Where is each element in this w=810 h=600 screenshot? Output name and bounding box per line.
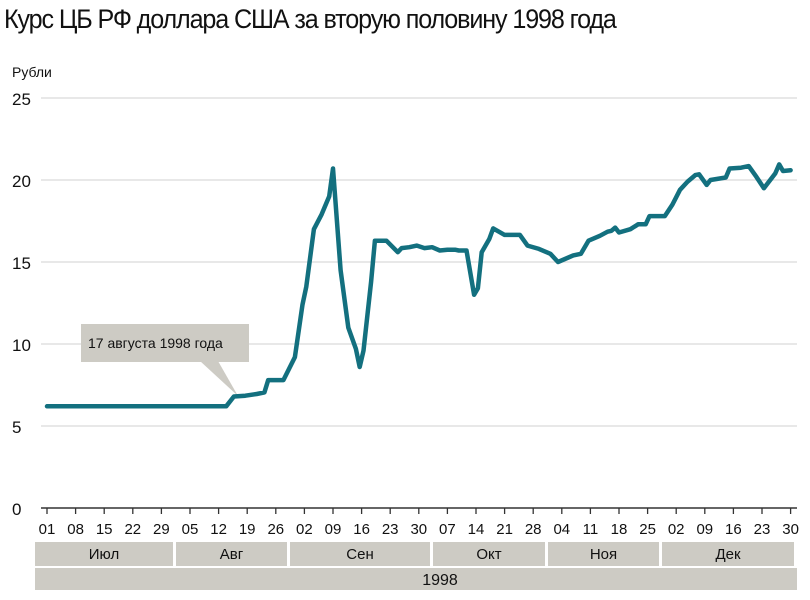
x-tick-label: 04: [553, 521, 570, 538]
y-tick-label: 5: [12, 418, 21, 437]
x-tick-label: 14: [468, 521, 485, 538]
x-tick-label: 02: [296, 521, 313, 538]
x-tick-label: 08: [67, 521, 84, 538]
y-tick-label: 20: [12, 172, 31, 191]
y-axis-label: Рубли: [12, 64, 52, 80]
x-tick-label: 11: [583, 521, 599, 538]
x-tick-label: 16: [353, 521, 370, 538]
x-tick-label: 22: [124, 521, 141, 538]
month-label: Июл: [89, 546, 119, 563]
x-tick-label: 19: [239, 521, 256, 538]
month-band-5: [662, 542, 794, 566]
gridlines: [41, 97, 797, 427]
x-tick-label: 02: [668, 521, 685, 538]
x-tick-label: 01: [39, 521, 56, 538]
x-tick-label: 21: [496, 521, 513, 538]
x-tick-label: 23: [382, 521, 399, 538]
year-label: 1998: [422, 572, 458, 589]
month-bands: Июл Авг Сен Окт Ноя Дек 1998: [35, 542, 797, 590]
month-label: Дек: [715, 546, 741, 563]
month-band-2: [290, 542, 430, 566]
x-tick-label: 09: [325, 521, 342, 538]
year-band: [35, 568, 797, 590]
x-tick-label: 30: [782, 521, 799, 538]
x-tick-label: 26: [267, 521, 284, 538]
chart-title: Курс ЦБ РФ доллара США за вторую половин…: [4, 4, 617, 34]
annotation-text: 17 августа 1998 года: [88, 335, 223, 351]
month-label: Авг: [220, 546, 244, 563]
x-tick-label: 28: [525, 521, 542, 538]
annotation-box: [81, 324, 249, 362]
y-tick-label: 15: [12, 254, 31, 273]
month-band-1: [176, 542, 287, 566]
x-tick-label: 23: [754, 521, 771, 538]
x-tick-label: 25: [639, 521, 656, 538]
exchange-rate-line: [44, 162, 793, 409]
x-tick-label: 30: [410, 521, 427, 538]
x-tick-label: 09: [696, 521, 713, 538]
month-band-0: [35, 542, 173, 566]
x-tick-label: 29: [153, 521, 170, 538]
x-tick-label: 15: [96, 521, 113, 538]
annotation-callout: 17 августа 1998 года: [81, 324, 249, 396]
y-tick-label: 25: [12, 90, 31, 109]
month-label: Ноя: [590, 546, 617, 563]
month-label: Окт: [476, 546, 501, 563]
month-label: Сен: [346, 546, 373, 563]
annotation-pointer: [200, 361, 238, 396]
x-tick-label: 05: [182, 521, 199, 538]
month-band-3: [433, 542, 545, 566]
y-axis-ticks: 0 5 10 15 20 25: [12, 90, 31, 519]
x-tick-label: 16: [725, 521, 742, 538]
y-tick-label: 10: [12, 336, 31, 355]
y-tick-label: 0: [12, 500, 21, 519]
month-band-4: [548, 542, 659, 566]
x-tick-label: 18: [611, 521, 628, 538]
x-tick-label: 07: [439, 521, 456, 538]
x-axis: 01 08 15 22 29 05 12 19 26 02 09 16 23 30 07 14 21 28 04 11…: [39, 507, 799, 538]
x-tick-label: 12: [210, 521, 227, 538]
